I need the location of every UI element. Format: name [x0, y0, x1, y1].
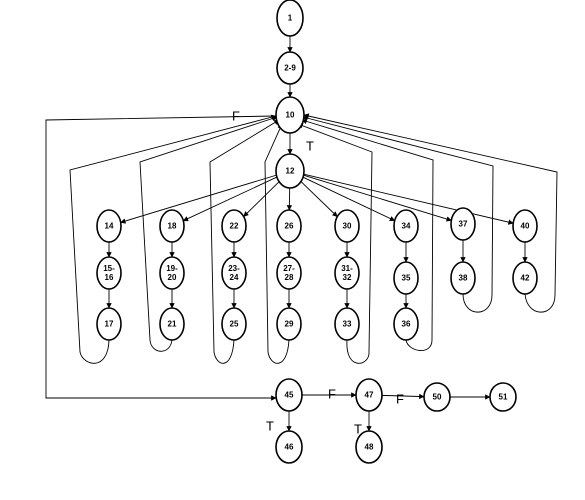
node-10: 10 — [276, 97, 304, 133]
edges-layer — [46, 36, 557, 431]
node-42: 42 — [513, 262, 537, 294]
nodes-layer: 1 2-9 10 12 14 15-16 17 18 19-20 21 22 23-24 25 26 27-… — [97, 0, 537, 463]
node-27_28: 27-28 — [277, 257, 301, 289]
node-14: 14 — [97, 210, 121, 242]
edge-12-to-22 — [244, 182, 279, 217]
node-label: 18 — [168, 222, 177, 231]
node-38: 38 — [451, 262, 475, 294]
node-label: 29 — [285, 320, 294, 329]
node-label: 45 — [285, 391, 294, 400]
node-34: 34 — [394, 210, 418, 242]
node-47: 47 — [356, 379, 382, 411]
node-label: 50 — [433, 393, 442, 402]
node-label: 17 — [105, 320, 114, 329]
node-45: 45 — [276, 379, 302, 411]
node-30: 30 — [335, 210, 359, 242]
edge-21-to-10 — [140, 117, 277, 351]
node-label: 10 — [286, 111, 295, 120]
node-label: 14 — [105, 222, 114, 231]
node-25: 25 — [222, 308, 246, 340]
node-40: 40 — [513, 210, 537, 242]
node-29: 29 — [277, 308, 301, 340]
node-label: 46 — [285, 443, 294, 452]
node-label: 42 — [521, 274, 530, 283]
node-label-line: 23- — [228, 264, 240, 273]
node-33: 33 — [335, 308, 359, 340]
node-label-line: 32 — [343, 273, 352, 282]
node-label: 25 — [230, 320, 239, 329]
edge-label-45-to-46: T — [266, 418, 274, 433]
node-label-line: 28 — [285, 273, 294, 282]
node-label: 34 — [402, 222, 411, 231]
node-51: 51 — [490, 383, 516, 411]
node-label: 22 — [230, 222, 239, 231]
node-37: 37 — [451, 208, 475, 240]
node-1: 1 — [277, 0, 303, 36]
node-label: 40 — [521, 222, 530, 231]
node-22: 22 — [222, 210, 246, 242]
node-36: 36 — [394, 308, 418, 340]
edge-label-10-to-45: F — [232, 108, 240, 123]
node-label-line: 20 — [168, 273, 177, 282]
node-label-line: 16 — [105, 273, 114, 282]
node-label: 2-9 — [284, 64, 296, 73]
node-26: 26 — [277, 210, 301, 242]
node-label-line: 27- — [283, 264, 295, 273]
node-label: 1 — [288, 14, 293, 23]
node-label: 26 — [285, 222, 294, 231]
node-label-line: 24 — [230, 273, 239, 282]
node-label: 33 — [343, 320, 352, 329]
node-label: 35 — [402, 274, 411, 283]
node-label: 51 — [499, 393, 508, 402]
node-label: 37 — [459, 220, 468, 229]
node-label-line: 19- — [166, 264, 178, 273]
node-48: 48 — [356, 431, 382, 463]
edge-label-45-to-47: F — [328, 386, 336, 401]
node-2_9: 2-9 — [277, 52, 303, 84]
node-19_20: 19-20 — [160, 257, 184, 289]
node-46: 46 — [276, 431, 302, 463]
node-label-line: 31- — [341, 264, 353, 273]
edge-12-to-14 — [121, 175, 277, 222]
node-label: 38 — [459, 274, 468, 283]
node-label-line: 15- — [103, 264, 115, 273]
edge-10-to-45 — [46, 116, 276, 398]
edge-12-to-30 — [301, 182, 337, 217]
node-17: 17 — [97, 308, 121, 340]
node-12: 12 — [276, 154, 304, 188]
node-21: 21 — [160, 308, 184, 340]
node-15_16: 15-16 — [97, 257, 121, 289]
edge-label-47-to-50: F — [396, 391, 404, 406]
node-label: 12 — [286, 167, 295, 176]
node-label: 36 — [402, 320, 411, 329]
node-label: 47 — [365, 391, 374, 400]
edge-12-to-37 — [304, 175, 452, 220]
node-label: 48 — [365, 443, 374, 452]
node-label: 30 — [343, 222, 352, 231]
node-35: 35 — [394, 262, 418, 294]
edge-label-10-to-12: T — [306, 138, 314, 153]
node-31_32: 31-32 — [335, 257, 359, 289]
node-50: 50 — [424, 383, 450, 411]
node-label: 21 — [168, 320, 177, 329]
node-18: 18 — [160, 210, 184, 242]
node-23_24: 23-24 — [222, 257, 246, 289]
